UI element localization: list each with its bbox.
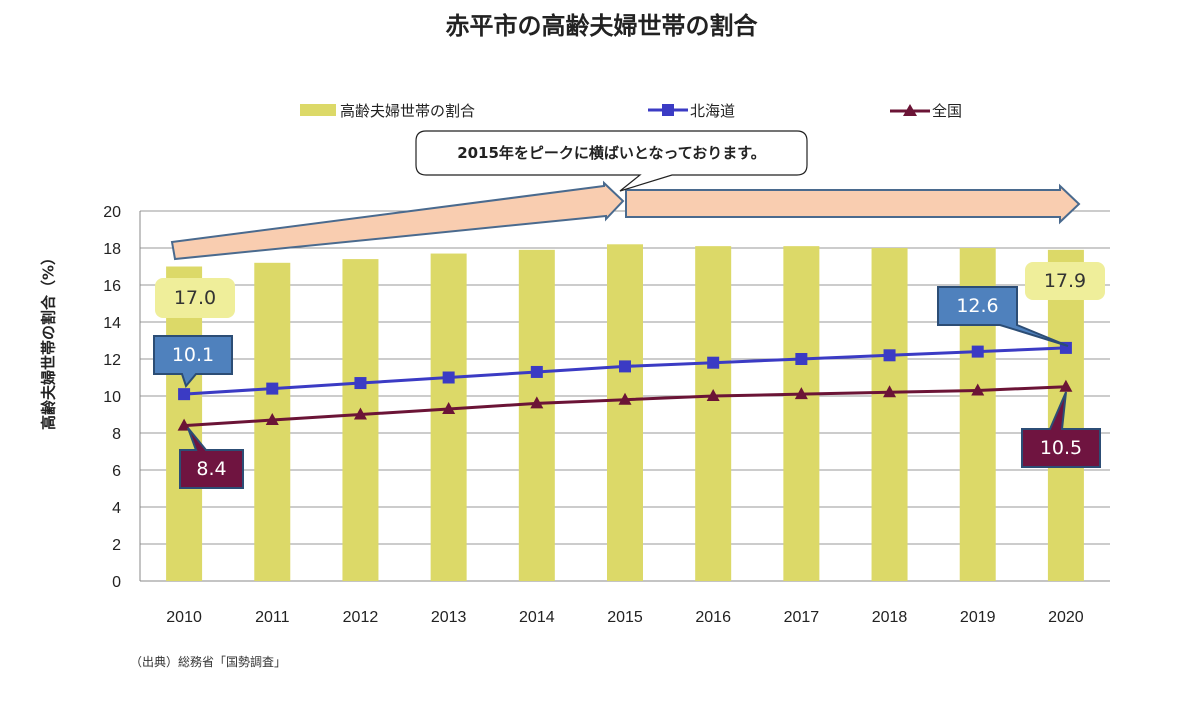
y-tick-label: 8 [112, 426, 121, 443]
x-tick-label: 2013 [431, 609, 467, 626]
y-tick-label: 10 [103, 389, 121, 406]
bar [430, 253, 467, 582]
x-tick-label: 2019 [960, 609, 996, 626]
x-tick-label: 2020 [1048, 609, 1084, 626]
national-point [618, 392, 632, 405]
bar [783, 246, 820, 581]
x-tick-label: 2018 [872, 609, 908, 626]
legend-item-hokkaido: 北海道 [648, 100, 735, 120]
x-tick-label: 2015 [607, 609, 643, 626]
label-hokkaido-2010: 10.1 [171, 344, 215, 366]
bar [871, 248, 908, 581]
x-tick-label: 2016 [695, 609, 731, 626]
label-box-national-2020 [1021, 391, 1101, 468]
peak-callout-bubble [415, 130, 808, 192]
x-tick-label: 2012 [343, 609, 379, 626]
y-tick-label: 20 [103, 204, 121, 221]
label-box-hokkaido-2020 [937, 286, 1069, 347]
source-note: （出典）総務省「国勢調査」 [130, 655, 287, 669]
hokkaido-point [883, 349, 896, 362]
label-national-2020: 10.5 [1039, 437, 1083, 459]
label-box-bar-2020 [1025, 262, 1105, 300]
label-bar-2010: 17.0 [173, 287, 217, 309]
hokkaido-point [178, 388, 191, 401]
x-tick-label: 2011 [255, 609, 290, 626]
bar [518, 249, 555, 581]
y-tick-label: 12 [103, 352, 121, 369]
legend-label-bar: 高齢夫婦世帯の割合 [340, 101, 476, 120]
national-point [1059, 379, 1073, 392]
national-point [971, 383, 985, 396]
chart-title: 赤平市の高齢夫婦世帯の割合 [445, 12, 758, 40]
bar [695, 246, 732, 581]
label-hokkaido-2020: 12.6 [956, 295, 999, 317]
label-bar-2020: 17.9 [1043, 270, 1087, 292]
hokkaido-point [971, 345, 984, 358]
national-point [177, 418, 191, 431]
legend-bar-swatch [300, 104, 336, 116]
peak-callout-text: 2015年をピークに横ばいとなっております。 [457, 143, 766, 162]
hokkaido-point [795, 353, 808, 365]
y-tick-label: 6 [112, 463, 121, 480]
bar [342, 259, 379, 581]
label-box-bar-2010 [155, 278, 235, 318]
bar [1047, 249, 1084, 581]
y-tick-label: 16 [103, 278, 121, 295]
label-national-2010: 8.4 [196, 458, 227, 480]
national-point [883, 385, 897, 398]
y-tick-label: 14 [103, 315, 121, 332]
national-point [265, 413, 279, 426]
legend-national-swatch [890, 104, 930, 116]
y-tick-label: 4 [112, 500, 121, 517]
bar [607, 244, 643, 582]
x-tick-label: 2014 [519, 609, 555, 626]
legend-item-bar: 高齢夫婦世帯の割合 [300, 100, 475, 120]
legend-label-hokkaido: 北海道 [690, 101, 736, 120]
national-point [530, 396, 544, 409]
legend-hokkaido-swatch [648, 104, 688, 116]
y-tick-label: 0 [112, 574, 121, 591]
hokkaido-point [442, 371, 455, 384]
hokkaido-point [354, 377, 367, 390]
national-point [794, 387, 808, 400]
trend-arrow-flat [625, 183, 1081, 225]
hokkaido-point [619, 360, 631, 373]
hokkaido-point [707, 356, 720, 369]
legend-label-national: 全国 [932, 101, 963, 120]
label-box-national-2010 [179, 427, 244, 489]
trend-arrow-rising [170, 180, 625, 261]
x-tick-label: 2010 [166, 609, 202, 626]
y-tick-label: 2 [112, 537, 121, 554]
label-box-hokkaido-2010 [153, 335, 233, 389]
national-point [353, 407, 367, 420]
x-tick-label: 2017 [784, 609, 820, 626]
national-point [706, 389, 720, 401]
y-tick-label: 18 [103, 241, 121, 258]
hokkaido-point [530, 365, 543, 378]
national-point [442, 401, 456, 414]
hokkaido-point [266, 382, 279, 395]
legend-item-national: 全国 [890, 100, 962, 120]
